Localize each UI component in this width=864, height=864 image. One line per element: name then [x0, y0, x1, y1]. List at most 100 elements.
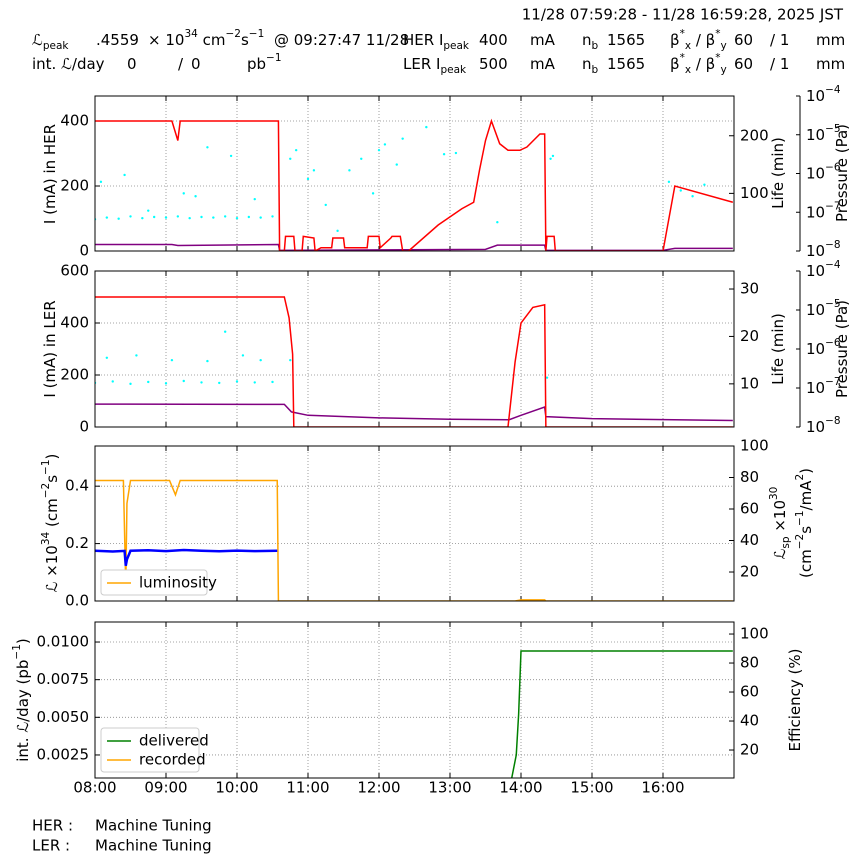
legend-label: luminosity	[139, 574, 217, 592]
y3-tick-label: 10−8	[806, 415, 841, 436]
text-part: / 1	[770, 55, 789, 73]
y2-tick-label: 20	[740, 563, 759, 581]
text-part: ℒ ×10	[43, 545, 61, 592]
data-point	[135, 354, 138, 357]
text-part: −8	[825, 239, 840, 251]
text-part: −1	[40, 459, 52, 474]
text-part: Pressure (Pa)	[833, 124, 851, 222]
y3-axis-label: Pressure (Pa)	[833, 124, 851, 222]
y-axis-label: I (mA) in LER	[41, 300, 59, 397]
data-point	[164, 216, 168, 219]
data-point	[253, 197, 256, 201]
text-part: 10	[806, 203, 825, 221]
text-part: y	[720, 40, 726, 52]
header-item: .4559	[96, 31, 139, 49]
data-point	[212, 216, 215, 219]
text-part: HER I	[403, 31, 443, 49]
text-part: −2	[794, 534, 806, 549]
text-part: /	[178, 55, 184, 73]
y-tick-label: 0.0100	[37, 633, 90, 651]
text-part: 1565	[607, 55, 645, 73]
data-point	[289, 358, 292, 362]
text-part: *	[680, 28, 685, 40]
y-tick-label: 0.4	[65, 477, 89, 495]
x-tick-label: 12:00	[357, 779, 400, 797]
legend-label: recorded	[139, 751, 206, 769]
plot-frame	[94, 621, 735, 779]
header-item: × 1034 cm−2s−1	[148, 28, 264, 49]
data-point	[147, 380, 150, 384]
header-item: int. ℒ/day	[32, 55, 105, 73]
text-part: −6	[825, 337, 841, 349]
data-point	[271, 380, 274, 384]
header-item: / 1	[770, 31, 789, 49]
data-point	[141, 216, 144, 220]
x-tick-label: 10:00	[215, 779, 258, 797]
plot-area	[510, 650, 733, 778]
text-part: Life (min)	[769, 313, 787, 385]
text-part: β	[670, 31, 680, 49]
data-point	[218, 381, 221, 385]
footer-status: Machine Tuning	[95, 837, 212, 855]
text-part: sp	[780, 536, 792, 548]
text-part: 0	[191, 55, 201, 73]
footer-ring: LER :	[32, 837, 70, 855]
text-part: 400	[479, 31, 508, 49]
text-part: −2	[225, 28, 240, 40]
legend-label: delivered	[139, 732, 209, 750]
x-tick-label: 15:00	[570, 779, 613, 797]
data-point	[235, 216, 239, 220]
y2-tick-label: 10	[740, 374, 759, 392]
y3-tick-label: 10−4	[806, 259, 841, 280]
data-point	[235, 380, 239, 383]
text-part: / 1	[770, 31, 789, 49]
data-point	[147, 209, 150, 212]
text-part: 30	[768, 487, 780, 500]
text-part: 0	[127, 55, 137, 73]
data-point	[170, 358, 174, 362]
text-part: int. ℒ/day	[32, 55, 105, 73]
text-part: mm	[816, 31, 845, 49]
data-point	[348, 169, 351, 172]
header-item: 1565	[607, 31, 645, 49]
y-tick-label: 0.0025	[37, 745, 90, 763]
data-point	[194, 195, 197, 198]
text-part: ×10	[771, 500, 789, 536]
text-part: −7	[825, 376, 840, 388]
y-tick-label: 200	[60, 366, 89, 384]
text-part: x	[685, 64, 691, 76]
y3-tick-label: 10−7	[806, 376, 841, 397]
text-part: −1	[794, 510, 806, 525]
text-part: 10	[806, 164, 825, 182]
data-point	[99, 180, 103, 184]
header-item: 0	[191, 55, 201, 73]
data-point	[324, 203, 327, 207]
y-axis-label: I (mA) in HER	[41, 124, 59, 224]
data-point	[223, 215, 227, 218]
data-point	[312, 169, 316, 172]
y-tick-label: 600	[60, 262, 89, 280]
data-point	[247, 215, 251, 219]
y2-tick-label: 40	[740, 531, 759, 549]
data-point	[206, 146, 209, 149]
data-point	[383, 143, 387, 146]
data-point	[259, 216, 262, 219]
legend-box	[100, 569, 208, 596]
text-part: pb	[247, 55, 266, 73]
text-part: *	[715, 28, 720, 40]
data-point	[496, 220, 499, 224]
text-part: mm	[816, 55, 845, 73]
text-part: 10	[806, 87, 825, 105]
header-item: 0	[127, 55, 137, 73]
header-item: /	[178, 55, 184, 73]
data-point	[306, 177, 310, 181]
data-point	[377, 148, 381, 152]
data-point	[152, 215, 156, 219]
data-point	[294, 148, 298, 152]
header-item: nb	[582, 55, 599, 77]
text-part: 10	[806, 418, 825, 436]
y-tick-label: 0.0050	[37, 708, 90, 726]
header-item: 60	[734, 55, 753, 73]
y2-axis-label: (cm−2s−1/mA2)	[794, 468, 815, 578]
text-part: I (mA) in HER	[41, 124, 59, 224]
